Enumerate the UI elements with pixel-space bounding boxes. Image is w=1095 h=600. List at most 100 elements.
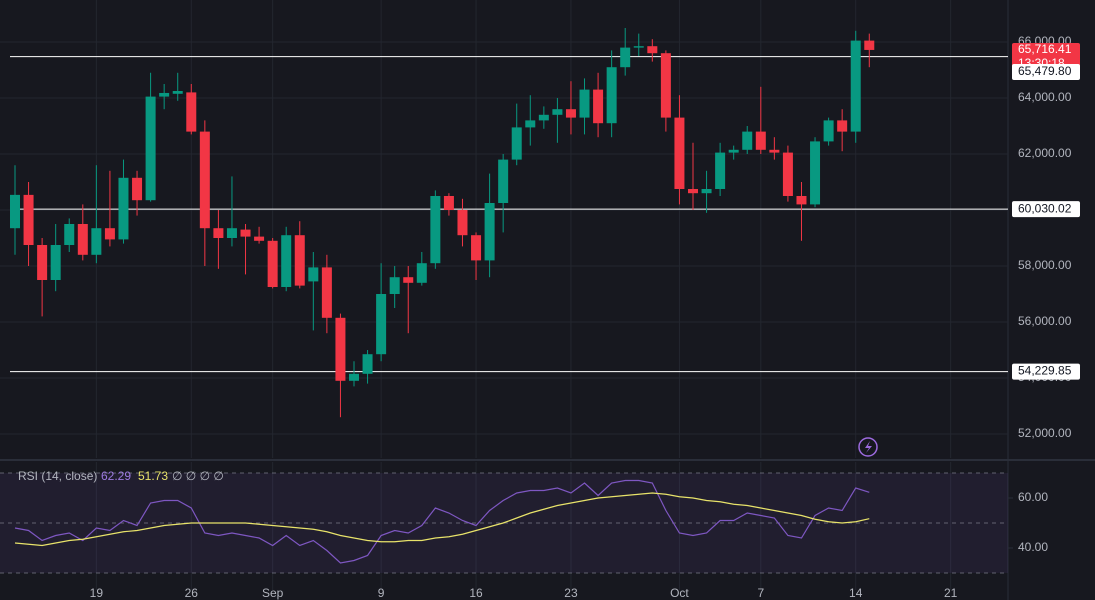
candle-body bbox=[796, 196, 807, 205]
y-tick-label: 52,000.00 bbox=[1018, 426, 1072, 440]
hline-tag bbox=[1012, 363, 1080, 380]
candle-body bbox=[633, 46, 644, 48]
candle-body bbox=[606, 67, 617, 124]
candle-body bbox=[349, 373, 359, 381]
candle-body bbox=[240, 229, 251, 237]
candle-body bbox=[267, 240, 278, 288]
candle-body bbox=[864, 40, 875, 50]
candle-body bbox=[23, 194, 34, 246]
candle-body bbox=[226, 228, 237, 239]
candle-body bbox=[91, 228, 102, 255]
candle-body bbox=[593, 89, 604, 124]
x-tick-label: 21 bbox=[944, 586, 958, 600]
y-tick-label: 62,000.00 bbox=[1018, 146, 1072, 160]
rsi-y-tick-label: 40.00 bbox=[1018, 540, 1048, 554]
last-price-label: 65,716.41 bbox=[1018, 42, 1072, 56]
x-tick-label: 9 bbox=[378, 586, 385, 600]
candle-body bbox=[457, 210, 468, 236]
x-tick-label: 23 bbox=[564, 586, 578, 600]
hline-label: 65,479.80 bbox=[1018, 64, 1072, 78]
candle-body bbox=[674, 117, 685, 190]
candle-body bbox=[118, 177, 129, 240]
candle-body bbox=[484, 203, 495, 261]
candle-body bbox=[579, 89, 590, 118]
candle-body bbox=[335, 317, 346, 381]
candle-body bbox=[10, 194, 20, 229]
x-tick-label: 7 bbox=[757, 586, 764, 600]
rsi-symbols: ∅ ∅ ∅ ∅ bbox=[172, 469, 224, 483]
hline-tag bbox=[1012, 201, 1080, 218]
candle-body bbox=[443, 196, 454, 211]
candle-body bbox=[37, 245, 48, 281]
candle-body bbox=[850, 40, 861, 132]
alert-icon[interactable] bbox=[858, 437, 878, 457]
candle-body bbox=[308, 267, 319, 282]
candle-body bbox=[389, 277, 400, 295]
candle-body bbox=[104, 228, 115, 240]
candle-body bbox=[620, 47, 631, 68]
candle-body bbox=[647, 46, 658, 54]
candle-body bbox=[416, 263, 427, 283]
candle-body bbox=[64, 224, 75, 246]
main-pane: 66,000.0064,000.0062,000.0060,000.0058,0… bbox=[0, 0, 1080, 458]
candle-body bbox=[810, 141, 821, 205]
candle-body bbox=[281, 235, 292, 288]
candle-body bbox=[213, 228, 224, 239]
rsi-pane: 60.00 40.00 bbox=[0, 462, 1048, 590]
candle-body bbox=[511, 127, 522, 160]
candle-body bbox=[199, 131, 210, 229]
rsi-y-tick-label: 60.00 bbox=[1018, 490, 1048, 504]
x-tick-label: Oct bbox=[670, 586, 689, 600]
candle-body bbox=[769, 149, 780, 153]
candle-body bbox=[403, 277, 414, 283]
hline-label: 60,030.02 bbox=[1018, 201, 1072, 215]
candle-body bbox=[362, 354, 373, 374]
candle-body bbox=[715, 152, 726, 190]
rsi-title: RSI (14, close) bbox=[18, 469, 97, 483]
candle-body bbox=[538, 114, 549, 121]
candle-body bbox=[498, 159, 509, 204]
candle-body bbox=[525, 120, 536, 128]
candle-body bbox=[565, 109, 576, 118]
candle-body bbox=[77, 224, 88, 255]
candle-body bbox=[172, 91, 183, 94]
candle-body bbox=[755, 131, 766, 150]
rsi-ma-value: 51.73 bbox=[138, 469, 168, 483]
candle-body bbox=[471, 235, 482, 261]
candle-body bbox=[294, 235, 305, 286]
candle-body bbox=[742, 131, 753, 150]
rsi-line bbox=[14, 479, 870, 564]
x-tick-label: 14 bbox=[849, 586, 863, 600]
candle-body bbox=[552, 109, 563, 115]
y-tick-label: 58,000.00 bbox=[1018, 258, 1072, 272]
candle-body bbox=[145, 96, 156, 201]
candle-body bbox=[688, 189, 698, 194]
x-tick-label: 19 bbox=[90, 586, 104, 600]
candle-body bbox=[728, 149, 739, 153]
candle-body bbox=[430, 196, 441, 264]
candle-body bbox=[701, 189, 712, 194]
candle-body bbox=[782, 152, 793, 197]
candle-body bbox=[837, 120, 848, 132]
candle-body bbox=[376, 294, 387, 355]
candle-body bbox=[132, 177, 143, 201]
rsi-line bbox=[14, 492, 870, 547]
candle-body bbox=[186, 92, 197, 132]
x-tick-label: 26 bbox=[185, 586, 199, 600]
hline-tag bbox=[1012, 63, 1080, 80]
candle-body bbox=[159, 92, 170, 97]
x-tick-label: 16 bbox=[469, 586, 483, 600]
y-tick-label: 64,000.00 bbox=[1018, 90, 1072, 104]
candle-body bbox=[50, 245, 61, 281]
y-tick-label: 56,000.00 bbox=[1018, 314, 1072, 328]
candle-body bbox=[823, 120, 834, 142]
x-tick-label: Sep bbox=[262, 586, 284, 600]
candle-body bbox=[660, 53, 671, 118]
candle-body bbox=[321, 267, 332, 318]
hline-label: 54,229.85 bbox=[1018, 364, 1072, 378]
candle-body bbox=[254, 236, 265, 241]
rsi-value: 62.29 bbox=[101, 469, 131, 483]
